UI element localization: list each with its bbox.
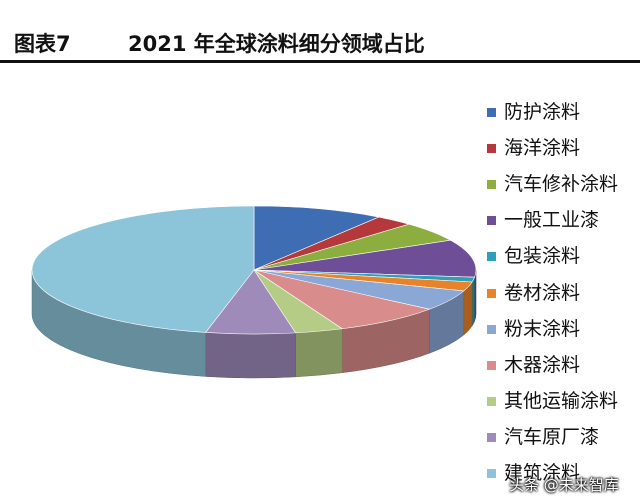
legend-item-9: 汽车原厂漆: [487, 420, 637, 456]
legend-label: 一般工业漆: [504, 209, 600, 232]
legend-label: 汽车修补涂料: [504, 172, 619, 195]
legend-label: 其他运输涂料: [504, 390, 619, 413]
pie-chart: [31, 205, 477, 379]
pie-slice-3: [253, 239, 477, 278]
figure-header: 图表7 2021 年全球涂料细分领域占比: [0, 0, 640, 63]
legend-swatch: [487, 216, 496, 226]
pie-top-group: [31, 205, 477, 335]
legend-item-7: 木器涂料: [487, 347, 637, 383]
figure-number: 图表7: [14, 32, 71, 56]
legend-swatch: [487, 360, 496, 370]
legend-item-5: 卷材涂料: [487, 275, 637, 311]
legend-item-10: 建筑涂料: [487, 456, 637, 492]
legend-item-8: 其他运输涂料: [487, 384, 637, 420]
legend-item-4: 包装涂料: [487, 239, 637, 275]
legend-label: 木器涂料: [504, 353, 581, 376]
pie-slice-10: [31, 205, 255, 333]
legend-label: 防护涂料: [504, 100, 581, 123]
legend-swatch: [487, 433, 496, 443]
legend-label: 卷材涂料: [504, 281, 581, 304]
legend-label: 海洋涂料: [504, 136, 581, 159]
pie-side-4: [471, 277, 475, 327]
pie-side-9: [205, 332, 296, 379]
legend-swatch: [487, 143, 496, 153]
legend-label: 建筑涂料: [504, 462, 581, 485]
legend-swatch: [487, 288, 496, 298]
legend-item-3: 一般工业漆: [487, 203, 637, 239]
legend-swatch: [487, 324, 496, 334]
legend-swatch: [487, 397, 496, 407]
title-rule: [0, 60, 640, 63]
legend-label: 汽车原厂漆: [504, 426, 600, 449]
legend-label: 粉末涂料: [504, 317, 581, 340]
legend-swatch: [487, 107, 496, 117]
legend-swatch: [487, 252, 496, 262]
legend-item-6: 粉末涂料: [487, 311, 637, 347]
legend-item-1: 海洋涂料: [487, 130, 637, 166]
legend-swatch: [487, 469, 496, 479]
chart-legend: 防护涂料海洋涂料汽车修补涂料 一般工业漆包装涂料卷材涂料粉末涂料木器涂料其他运输涂…: [487, 94, 637, 492]
legend-item-2: 汽车修补涂料: [487, 166, 637, 202]
legend-item-0: 防护涂料: [487, 94, 637, 130]
pie-slice-0: [253, 205, 380, 271]
pie-slice-7: [253, 269, 431, 330]
legend-swatch: [487, 179, 496, 189]
legend-label: 包装涂料: [504, 245, 581, 268]
watermark-text: 头条 @未来智库: [509, 476, 619, 494]
pie-side-8: [295, 328, 343, 378]
chart-title: 2021 年全球涂料细分领域占比: [128, 32, 425, 56]
